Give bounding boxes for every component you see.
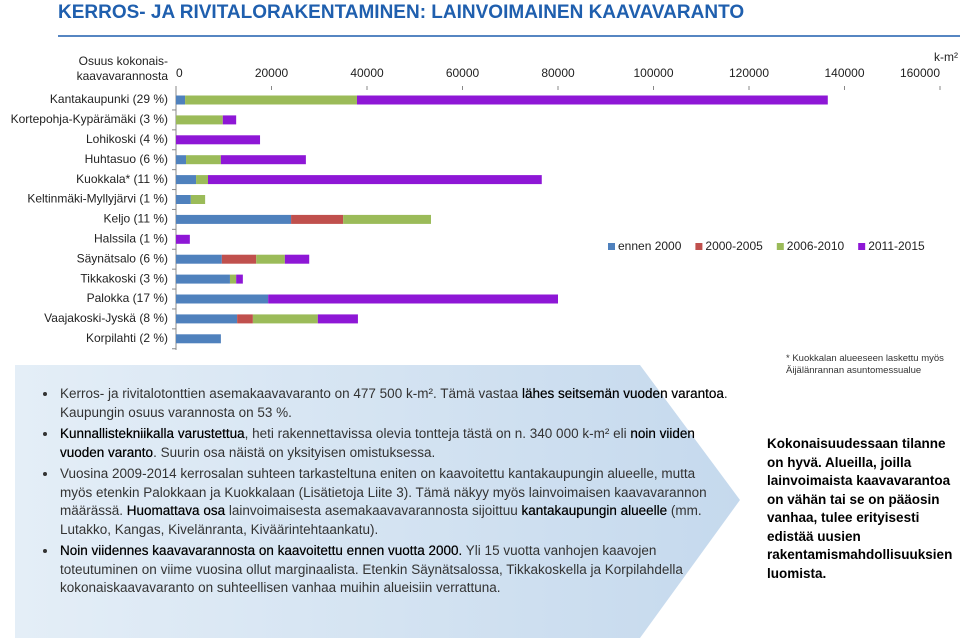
legend-label: 2000-2005 xyxy=(705,239,763,253)
bar-segment xyxy=(356,95,828,105)
bar-segment xyxy=(291,214,344,224)
emphasis: Huomattava osa xyxy=(126,503,226,518)
bar-segment xyxy=(176,214,292,224)
bullet: Kunnallistekniikalla varustettua, heti r… xyxy=(58,425,728,462)
x-tick-label: 40000 xyxy=(350,66,384,80)
category-label: Kortepohja-Kypärämäki (3 %) xyxy=(11,112,168,126)
category-label: Palokka (17 %) xyxy=(87,291,168,305)
category-label: Keltinmäki-Myllyjärvi (1 %) xyxy=(27,192,168,206)
legend-swatch xyxy=(608,243,615,250)
category-label: Keljo (11 %) xyxy=(104,212,168,226)
legend-label: ennen 2000 xyxy=(618,239,682,253)
text: Kerros- ja rivitalotonttien asemakaavava… xyxy=(60,386,522,401)
x-tick-label: 160000 xyxy=(900,66,940,80)
bar-segment xyxy=(176,175,197,185)
text: Vuosina 2009-2014 kerrosalan suhteen tar… xyxy=(60,466,707,518)
bar-segment xyxy=(185,95,357,105)
bar-segment xyxy=(176,274,230,284)
category-header: kaavavarannosta xyxy=(77,69,169,83)
bar-segment xyxy=(176,314,238,324)
x-axis-label: k-m² xyxy=(934,50,958,64)
x-tick-label: 80000 xyxy=(541,66,575,80)
category-label: Lohikoski (4 %) xyxy=(86,132,168,146)
bar-segment xyxy=(237,314,253,324)
bar-segment xyxy=(176,115,223,125)
bullet: Vuosina 2009-2014 kerrosalan suhteen tar… xyxy=(58,465,728,539)
x-tick-label: 60000 xyxy=(446,66,480,80)
category-label: Vaajakoski-Jyskä (8 %) xyxy=(44,311,168,325)
emphasis: Noin viidennes kaavavarannosta on kaavoi… xyxy=(60,543,463,558)
bar-segment xyxy=(190,195,206,204)
bar-segment xyxy=(186,155,221,165)
x-tick-label: 20000 xyxy=(255,66,289,80)
category-label: Kantakaupunki (29 %) xyxy=(50,92,168,106)
bar-segment xyxy=(196,175,208,185)
bar-segment xyxy=(176,95,186,105)
bar-segment xyxy=(176,334,221,344)
x-tick-label: 120000 xyxy=(729,66,769,80)
bar-segment xyxy=(221,254,257,264)
bar-segment xyxy=(207,175,542,185)
text: lainvoimaisesta asemakaavavarannosta sij… xyxy=(225,503,522,518)
category-label: Halssila (1 %) xyxy=(94,231,168,245)
bar-segment xyxy=(176,135,261,145)
bar-segment xyxy=(229,274,237,284)
x-tick-label: 140000 xyxy=(824,66,864,80)
category-header: Osuus kokonais- xyxy=(79,54,168,68)
chart-note: * Kuokkalan alueeseen laskettu myös Äijä… xyxy=(786,353,944,376)
bar-segment xyxy=(176,195,191,204)
bar-segment xyxy=(176,294,269,304)
bullet-list: Kerros- ja rivitalotonttien asemakaavava… xyxy=(40,385,728,601)
legend-swatch xyxy=(695,243,703,250)
text: Yli 15 vuotta vanhojen kaavojen toteutum… xyxy=(60,543,683,595)
emphasis: noin viiden vuoden varanto xyxy=(60,426,695,460)
emphasis: kantakaupungin alueelle xyxy=(521,503,668,518)
text: . Suurin osa näistä on yksityisen omistu… xyxy=(153,444,436,460)
legend-swatch xyxy=(858,243,866,250)
bar-segment xyxy=(343,214,431,224)
text: , heti rakennettavissa olevia tontteja t… xyxy=(244,426,631,441)
bar-segment xyxy=(252,314,318,324)
bar-segment xyxy=(284,254,310,264)
category-label: Huhtasuo (6 %) xyxy=(85,152,168,166)
emphasis: lähes seitsemän vuoden varantoa xyxy=(521,386,724,401)
conclusion: Kokonaisuudessaan tilanne on hyvä. Aluei… xyxy=(767,436,953,581)
bar-segment xyxy=(176,234,190,244)
bullet: Kerros- ja rivitalotonttien asemakaavava… xyxy=(58,385,728,422)
bullet: Noin viidennes kaavavarannosta on kaavoi… xyxy=(58,542,728,598)
bar-segment xyxy=(176,155,187,165)
category-label: Tikkakoski (3 %) xyxy=(80,271,168,285)
category-label: Kuokkala* (11 %) xyxy=(76,172,168,186)
x-tick-label: 0 xyxy=(176,66,183,80)
text: (mm. Lutakko, Kangas, Kivelänranta, Kivä… xyxy=(60,503,702,537)
bar-segment xyxy=(236,274,243,284)
legend-swatch xyxy=(776,243,784,250)
category-label: Säynätsalo (6 %) xyxy=(77,251,168,265)
text: . Kaupungin osuus varannosta on 53 %. xyxy=(60,386,728,420)
bar-segment xyxy=(317,314,358,324)
category-label: Korpilahti (2 %) xyxy=(86,331,168,345)
emphasis: Kunnallistekniikalla varustettua xyxy=(60,426,245,441)
legend-label: 2006-2010 xyxy=(787,239,845,253)
slide-title: KERROS- JA RIVITALORAKENTAMINEN: LAINVOI… xyxy=(58,2,745,23)
arrow-background xyxy=(15,365,740,638)
bar-segment xyxy=(222,115,237,125)
bar-segment xyxy=(256,254,285,264)
bar-segment xyxy=(176,254,222,264)
legend-label: 2011-2015 xyxy=(868,239,925,253)
bar-segment xyxy=(220,155,306,165)
x-tick-label: 100000 xyxy=(633,66,673,80)
bar-segment xyxy=(268,294,558,304)
